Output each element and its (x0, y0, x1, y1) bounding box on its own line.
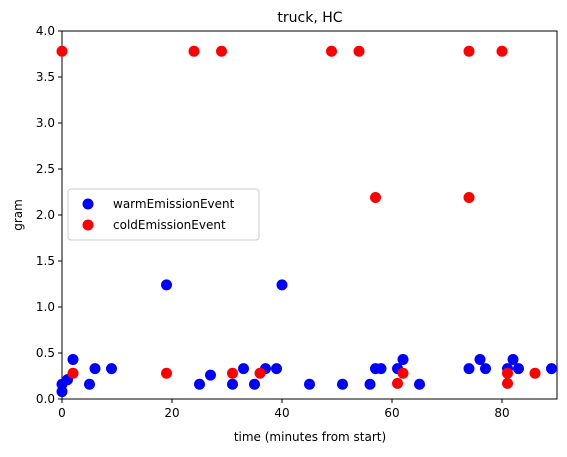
data-point (194, 378, 205, 390)
legend-marker-cold (82, 219, 94, 231)
data-point (67, 353, 79, 365)
data-point (89, 363, 101, 375)
data-point (513, 363, 524, 375)
data-point (392, 377, 403, 389)
x-tick-label: 20 (164, 406, 179, 420)
data-point (271, 363, 282, 375)
chart-title: truck, HC (277, 10, 342, 26)
x-axis-ticks: 0 20 40 60 80 (58, 399, 510, 420)
data-point (474, 353, 486, 365)
y-tick-label: 1.0 (36, 300, 55, 314)
data-point (414, 378, 425, 390)
legend: warmEmissionEvent coldEmissionEvent (67, 188, 260, 241)
data-point (238, 363, 249, 375)
data-point (227, 367, 238, 379)
y-tick-label: 0.5 (36, 346, 55, 360)
x-tick-label: 40 (274, 406, 289, 420)
data-point (463, 192, 475, 204)
data-point (546, 363, 557, 375)
x-axis-label: time (minutes from start) (234, 430, 386, 444)
data-point (304, 378, 315, 390)
data-point (56, 45, 68, 57)
data-point (326, 45, 337, 57)
data-point (254, 367, 266, 379)
y-tick-label: 0.0 (36, 392, 55, 406)
data-point (397, 353, 409, 365)
y-axis-label: gram (11, 199, 25, 231)
data-point (364, 378, 376, 390)
y-tick-label: 4.0 (36, 24, 55, 38)
x-tick-label: 0 (58, 406, 66, 420)
data-point (502, 367, 513, 379)
data-point (84, 378, 95, 390)
data-point (502, 377, 513, 389)
legend-box (67, 188, 260, 241)
legend-label-cold: coldEmissionEvent (113, 218, 226, 232)
data-points (56, 45, 557, 398)
series-warm-points (56, 279, 557, 398)
legend-marker-warm (82, 198, 94, 210)
data-point (216, 45, 227, 57)
data-point (496, 45, 508, 57)
data-point (67, 367, 79, 379)
data-point (463, 363, 475, 375)
data-point (480, 363, 491, 375)
y-axis-ticks: 0.0 0.5 1.0 1.5 2.0 2.5 3.0 3.5 4.0 (36, 24, 62, 406)
y-tick-label: 2.5 (36, 162, 55, 176)
data-point (375, 363, 387, 375)
data-point (161, 279, 172, 291)
legend-label-warm: warmEmissionEvent (113, 197, 235, 211)
series-cold-points (56, 45, 541, 389)
data-point (337, 378, 348, 390)
data-point (205, 369, 216, 381)
data-point (529, 367, 541, 379)
data-point (249, 378, 260, 390)
data-point (507, 353, 519, 365)
data-point (227, 378, 238, 390)
x-tick-label: 80 (494, 406, 509, 420)
data-point (188, 45, 200, 57)
x-tick-label: 60 (384, 406, 399, 420)
data-point (370, 192, 381, 204)
data-point (106, 363, 117, 375)
data-point (276, 279, 288, 291)
y-tick-label: 3.0 (36, 116, 55, 130)
data-point (397, 367, 409, 379)
data-point (463, 45, 475, 57)
data-point (161, 367, 172, 379)
y-tick-label: 1.5 (36, 254, 55, 268)
y-tick-label: 3.5 (36, 70, 55, 84)
y-tick-label: 2.0 (36, 208, 55, 222)
data-point (353, 45, 365, 57)
